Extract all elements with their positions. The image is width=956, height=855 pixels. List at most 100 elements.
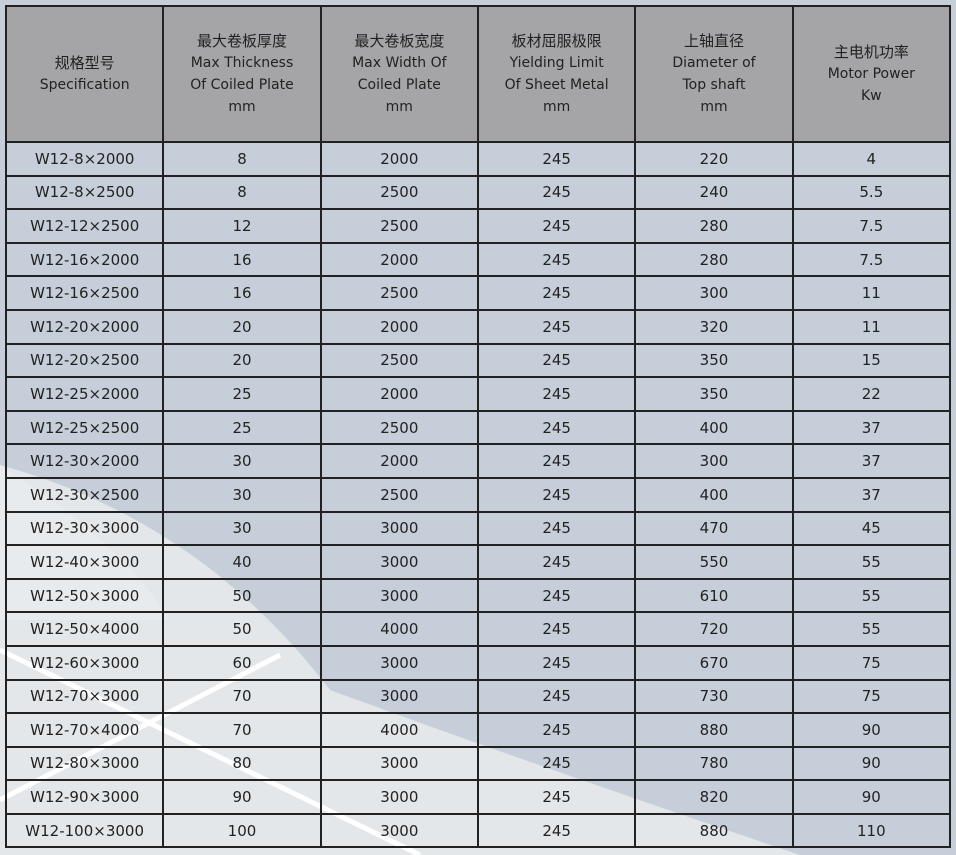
table-cell: 25	[162, 409, 322, 446]
table-cell: W12-8×2000	[4, 141, 165, 177]
table-cell: 245	[476, 644, 637, 681]
table-cell: 4	[791, 141, 952, 177]
table-cell: 245	[476, 712, 637, 748]
table-cell: 550	[634, 544, 794, 580]
table-cell: 245	[476, 678, 637, 715]
table-cell: 45	[791, 510, 952, 547]
header-cn: 最大卷板宽度	[354, 32, 445, 50]
header-en: mm	[700, 99, 728, 115]
table-cell: 7.5	[791, 241, 952, 278]
header-en: Diameter of	[672, 55, 756, 71]
header-cn: 上轴直径	[683, 32, 744, 50]
header-en: Max Thickness	[190, 55, 294, 71]
table-row: W12-70×3000 70 3000 245 730 75	[4, 678, 952, 715]
table-row: W12-16×2500 16 2500 245 300 11	[4, 275, 952, 311]
table-cell: 245	[476, 275, 637, 311]
table-row: W12-20×2500 20 2500 245 350 15	[4, 342, 952, 379]
table-cell: 280	[634, 241, 794, 278]
table-cell: 16	[162, 275, 322, 311]
table-row: W12-70×4000 70 4000 245 880 90	[4, 712, 952, 748]
table-cell: 3000	[319, 577, 479, 614]
table-cell: 245	[476, 577, 637, 614]
table-cell: 820	[634, 779, 794, 815]
table-cell: W12-30×2000	[4, 443, 165, 479]
header-en: Top shaft	[682, 77, 746, 93]
table-row: W12-8×2500 8 2500 245 240 5.5	[4, 174, 952, 211]
header-en: mm	[543, 99, 571, 115]
table-cell: 30	[162, 510, 322, 547]
table-cell: W12-100×3000	[4, 812, 165, 849]
table-cell: 5.5	[791, 174, 952, 211]
table-row: W12-100×3000 100 3000 245 880 110	[4, 812, 952, 849]
table-cell: 60	[162, 644, 322, 681]
header-en: mm	[385, 99, 413, 115]
table-cell: 90	[791, 712, 952, 748]
table-cell: 300	[634, 443, 794, 479]
table-cell: W12-30×3000	[4, 510, 165, 547]
table-row: W12-25×2500 25 2500 245 400 37	[4, 409, 952, 446]
table-row: W12-20×2000 20 2000 245 320 11	[4, 308, 952, 345]
table-cell: 245	[476, 544, 637, 580]
header-en: Specification	[39, 77, 130, 93]
column-header: 板材屈服极限 Yielding Limit Of Sheet Metal mm	[476, 5, 637, 143]
table-cell: 2500	[319, 476, 479, 513]
table-cell: 350	[634, 376, 794, 412]
table-cell: 470	[634, 510, 794, 547]
table-cell: 240	[634, 174, 794, 211]
header-en: Of Coiled Plate	[190, 77, 294, 93]
table-cell: W12-90×3000	[4, 779, 165, 815]
table-cell: 55	[791, 577, 952, 614]
table-cell: 350	[634, 342, 794, 379]
table-cell: W12-30×2500	[4, 476, 165, 513]
table-cell: 11	[791, 308, 952, 345]
table-cell: 3000	[319, 745, 479, 782]
table-cell: 11	[791, 275, 952, 311]
table-row: W12-30×3000 30 3000 245 470 45	[4, 510, 952, 547]
table-cell: 100	[162, 812, 322, 849]
table-cell: 780	[634, 745, 794, 782]
table-cell: 610	[634, 577, 794, 614]
table-cell: W12-70×4000	[4, 712, 165, 748]
table-cell: 50	[162, 611, 322, 647]
table-cell: W12-40×3000	[4, 544, 165, 580]
table-cell: 20	[162, 342, 322, 379]
table-cell: W12-60×3000	[4, 644, 165, 681]
header-en: Kw	[861, 88, 882, 104]
table-cell: 37	[791, 409, 952, 446]
table-cell: 730	[634, 678, 794, 715]
table-cell: 25	[162, 376, 322, 412]
table-cell: 2000	[319, 308, 479, 345]
table-cell: W12-20×2500	[4, 342, 165, 379]
table-cell: 2000	[319, 241, 479, 278]
table-cell: 20	[162, 308, 322, 345]
table-row: W12-50×3000 50 3000 245 610 55	[4, 577, 952, 614]
table-row: W12-16×2000 16 2000 245 280 7.5	[4, 241, 952, 278]
table-cell: 2500	[319, 342, 479, 379]
column-header: 最大卷板厚度 Max Thickness Of Coiled Plate mm	[162, 5, 322, 143]
table-cell: 3000	[319, 812, 479, 849]
table-cell: W12-50×3000	[4, 577, 165, 614]
table-cell: 70	[162, 712, 322, 748]
table-cell: 30	[162, 443, 322, 479]
table-cell: W12-16×2000	[4, 241, 165, 278]
table-cell: 90	[791, 779, 952, 815]
table-cell: 245	[476, 812, 637, 849]
table-cell: 3000	[319, 779, 479, 815]
table-cell: 2000	[319, 443, 479, 479]
table-cell: W12-12×2500	[4, 208, 165, 244]
table-cell: 720	[634, 611, 794, 647]
table-cell: 2000	[319, 141, 479, 177]
header-en: Coiled Plate	[357, 77, 441, 93]
table-cell: 55	[791, 611, 952, 647]
table-cell: W12-8×2500	[4, 174, 165, 211]
table-cell: W12-70×3000	[4, 678, 165, 715]
header-en: Of Sheet Metal	[504, 77, 609, 93]
table-cell: 245	[476, 745, 637, 782]
header-row: 规格型号 Specification 最大卷板厚度 Max Thickness Of C…	[4, 5, 952, 143]
header-en: mm	[228, 99, 256, 115]
table-cell: 2000	[319, 376, 479, 412]
table-cell: 670	[634, 644, 794, 681]
table-cell: W12-50×4000	[4, 611, 165, 647]
table-cell: 320	[634, 308, 794, 345]
spec-table: 规格型号 Specification 最大卷板厚度 Max Thickness Of C…	[4, 5, 952, 849]
